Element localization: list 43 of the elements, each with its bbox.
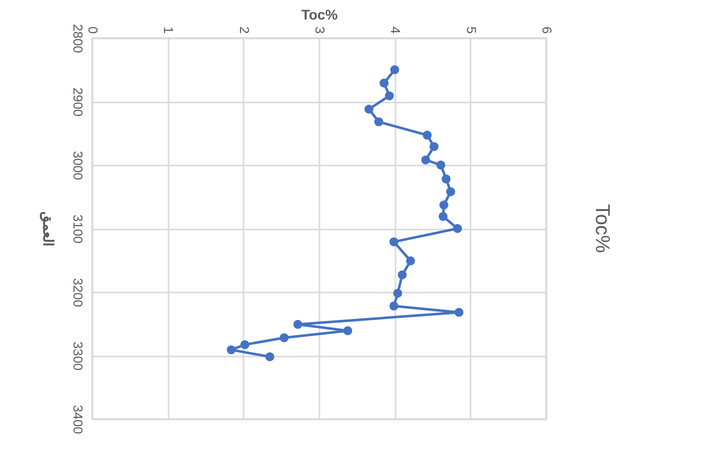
- point: [293, 320, 302, 329]
- point: [384, 91, 394, 100]
- point: [393, 288, 402, 298]
- x-tick-label: 6: [540, 26, 554, 34]
- x-tick-label: 0: [86, 26, 100, 34]
- point: [374, 117, 384, 126]
- point: [421, 155, 430, 164]
- point: [389, 237, 398, 246]
- x-tick-label: 3: [312, 26, 328, 34]
- point: [406, 256, 416, 266]
- point: [439, 200, 448, 210]
- point: [438, 212, 448, 221]
- point: [453, 224, 462, 233]
- x-tick-label: 2: [236, 26, 252, 34]
- x-axis-title: Toc%: [301, 6, 338, 22]
- y-tick-label: 2900: [70, 88, 86, 116]
- text: Toc%: [591, 204, 613, 254]
- x-tick-label: 1: [161, 26, 176, 34]
- y-tick-label: 3300: [70, 342, 86, 370]
- point: [343, 326, 352, 336]
- y-tick-label: 3200: [70, 278, 86, 307]
- point: [446, 187, 456, 196]
- point: [280, 333, 289, 342]
- point: [226, 345, 236, 354]
- point: [430, 142, 438, 152]
- point: [380, 78, 389, 88]
- point: [436, 160, 446, 170]
- x-tick-label: 5: [464, 26, 479, 34]
- point: [442, 174, 451, 184]
- point: [364, 104, 374, 114]
- point: [454, 308, 464, 317]
- y-tick-label: 2800: [70, 24, 86, 53]
- y-axis-title: العمق: [40, 212, 56, 246]
- y-tick-label: 3400: [70, 405, 86, 434]
- point: [240, 340, 250, 350]
- y-tick-label: 3000: [70, 151, 86, 180]
- x-tick-label: 4: [388, 26, 404, 34]
- point: [265, 352, 274, 362]
- y-tick-label: 3100: [70, 214, 86, 244]
- point: [398, 270, 407, 280]
- point: [389, 302, 398, 310]
- point: [390, 65, 400, 74]
- point: [422, 130, 432, 140]
